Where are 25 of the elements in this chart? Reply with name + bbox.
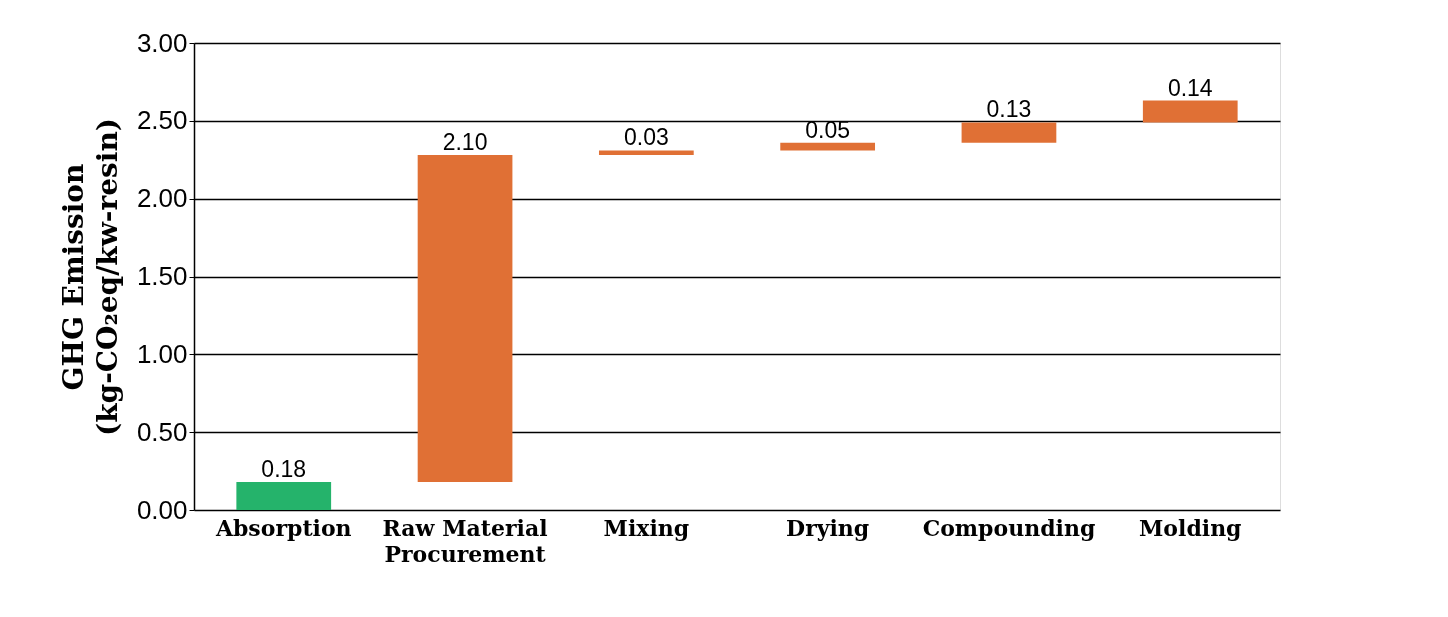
x-tick-label: Compounding bbox=[922, 514, 1096, 541]
y-tick-label: 3.00 bbox=[136, 27, 188, 58]
y-tick-label: 2.50 bbox=[136, 105, 188, 136]
bar bbox=[1142, 100, 1238, 123]
data-label: 0.14 bbox=[1167, 74, 1213, 101]
y-axis-title: GHG Emission (kg-CO₂eq/kw-resin) bbox=[56, 117, 124, 437]
data-label: 0.13 bbox=[986, 96, 1032, 123]
y-tick-label: 1.50 bbox=[136, 261, 188, 291]
bar bbox=[780, 142, 876, 151]
data-label: 0.18 bbox=[261, 455, 307, 482]
data-label: 2.10 bbox=[442, 129, 488, 156]
x-tick-label: Molding bbox=[1139, 514, 1242, 541]
y-tick-label: 1.00 bbox=[136, 338, 188, 369]
y-tick-label: 0.50 bbox=[136, 416, 188, 447]
y-tick-label: 2.00 bbox=[136, 183, 188, 214]
bar bbox=[236, 481, 332, 510]
bar bbox=[417, 155, 513, 482]
data-label: 0.03 bbox=[623, 124, 669, 151]
y-tick-label: 0.00 bbox=[136, 494, 188, 525]
x-tick-label: Mixing bbox=[603, 514, 690, 541]
x-tick-label: Raw Material Procurement bbox=[382, 514, 548, 567]
bar bbox=[961, 122, 1057, 143]
x-tick-label: Absorption bbox=[214, 514, 352, 541]
x-tick-label: Drying bbox=[786, 514, 870, 541]
bar bbox=[598, 150, 694, 156]
